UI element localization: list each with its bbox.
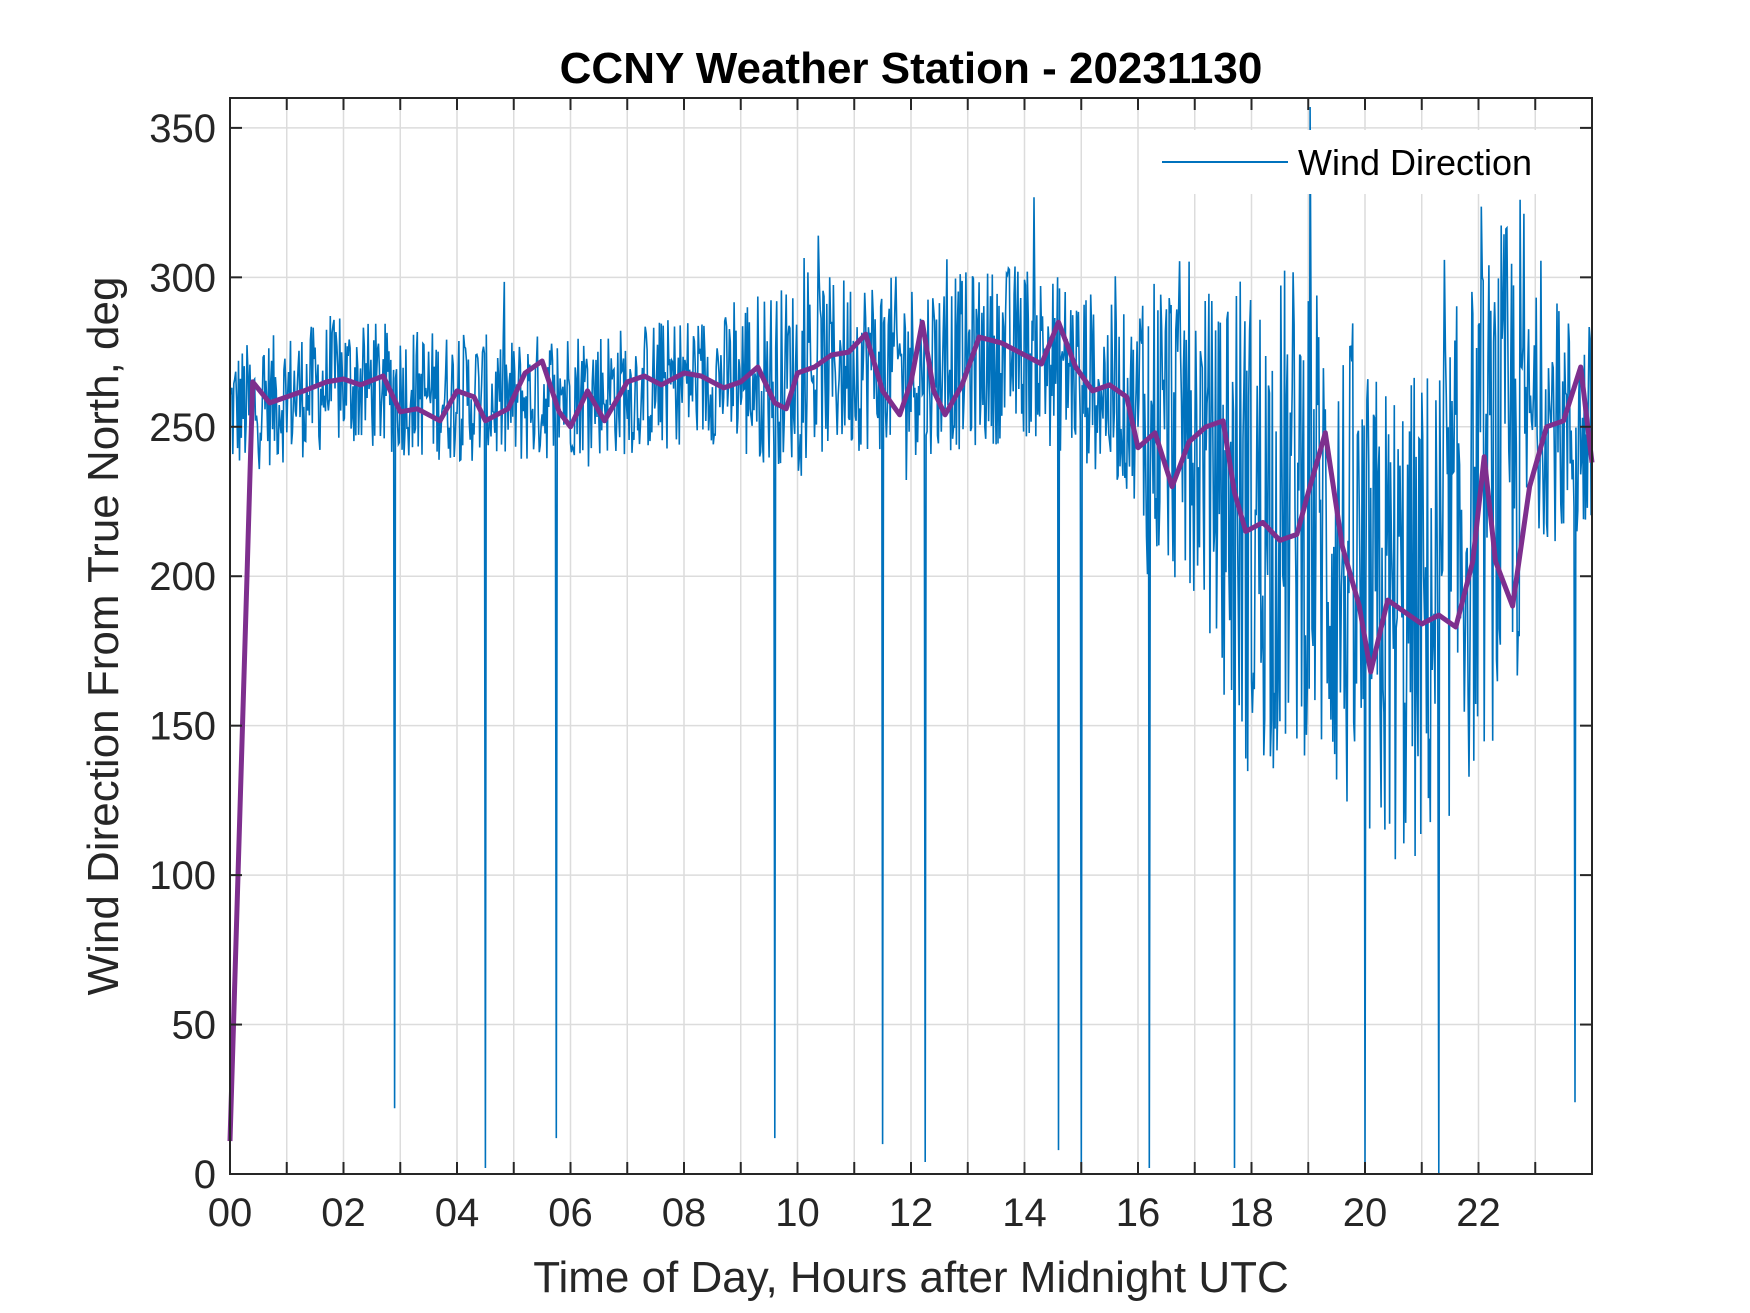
x-tick-label: 10	[775, 1191, 820, 1235]
x-tick-label: 00	[208, 1191, 253, 1235]
series-layer	[227, 106, 1595, 1175]
x-axis-label: Time of Day, Hours after Midnight UTC	[533, 1253, 1289, 1302]
y-tick-label: 300	[149, 256, 216, 300]
x-tick-label: 12	[889, 1191, 934, 1235]
grid	[229, 98, 1593, 1175]
legend-entry-wind-direction: Wind Direction	[1298, 142, 1532, 183]
ticks: 00 02 04 06 08 10 12 14 16 18 20 22 0 50 100 150 200 250 3…	[149, 98, 1592, 1235]
x-tick-label: 16	[1116, 1191, 1161, 1235]
y-tick-label: 350	[149, 107, 216, 151]
x-tick-label: 14	[1002, 1191, 1047, 1235]
y-tick-label: 150	[149, 705, 216, 749]
x-tick-label: 04	[435, 1191, 480, 1235]
y-tick-label: 200	[149, 555, 216, 599]
chart-title: CCNY Weather Station - 20231130	[560, 44, 1263, 93]
legend: Wind Direction	[1150, 130, 1550, 194]
y-tick-label: 100	[149, 854, 216, 898]
y-axis-label: Wind Direction From True North, deg	[79, 277, 128, 996]
y-tick-label: 0	[194, 1153, 216, 1197]
y-tick-label: 250	[149, 406, 216, 450]
x-tick-label: 20	[1343, 1191, 1388, 1235]
y-tick-label: 50	[172, 1004, 217, 1048]
x-tick-label: 08	[662, 1191, 707, 1235]
x-tick-label: 06	[548, 1191, 593, 1235]
x-tick-label: 22	[1456, 1191, 1501, 1235]
x-tick-label: 02	[321, 1191, 366, 1235]
x-tick-label: 18	[1229, 1191, 1274, 1235]
series-smoothed	[227, 319, 1595, 1142]
